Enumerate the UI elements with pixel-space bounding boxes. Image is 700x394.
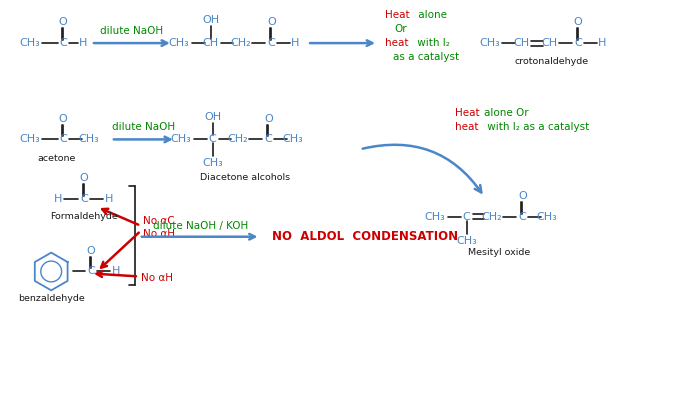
Text: O: O <box>80 173 88 183</box>
Text: with I₂ as a catalyst: with I₂ as a catalyst <box>484 121 589 132</box>
Text: CH₃: CH₃ <box>78 134 99 145</box>
Text: H: H <box>54 194 62 204</box>
Text: CH₃: CH₃ <box>202 158 223 168</box>
Text: CH: CH <box>513 38 529 48</box>
Text: CH₂: CH₂ <box>230 38 251 48</box>
Text: O: O <box>264 113 273 124</box>
Text: O: O <box>59 17 67 27</box>
Text: H: H <box>112 266 120 277</box>
Text: heat: heat <box>385 38 408 48</box>
Text: CH₃: CH₃ <box>170 134 191 145</box>
Text: crotonaldehyde: crotonaldehyde <box>514 58 588 67</box>
Text: No αH: No αH <box>141 273 173 283</box>
Text: O: O <box>87 245 95 256</box>
Text: CH₂: CH₂ <box>481 212 502 222</box>
Text: CH₃: CH₃ <box>19 134 40 145</box>
Text: CH: CH <box>202 38 218 48</box>
Text: H: H <box>291 38 300 48</box>
Text: C: C <box>60 134 67 145</box>
Text: O: O <box>574 17 582 27</box>
Text: CH₃: CH₃ <box>283 134 304 145</box>
Text: dilute NaOH: dilute NaOH <box>112 123 176 132</box>
Text: CH₃: CH₃ <box>537 212 558 222</box>
Text: O: O <box>518 191 526 201</box>
Text: acetone: acetone <box>37 154 76 163</box>
Text: dilute NaOH / KOH: dilute NaOH / KOH <box>153 221 248 231</box>
Text: as a catalyst: as a catalyst <box>393 52 459 62</box>
Text: alone Or: alone Or <box>484 108 529 117</box>
Text: CH₂: CH₂ <box>227 134 248 145</box>
Text: dilute NaOH: dilute NaOH <box>100 26 163 36</box>
Text: Heat: Heat <box>454 108 480 117</box>
Text: O: O <box>267 17 276 27</box>
Text: H: H <box>105 194 113 204</box>
Text: Diacetone alcohols: Diacetone alcohols <box>200 173 290 182</box>
Text: Or: Or <box>395 24 407 34</box>
Text: OH: OH <box>202 15 219 25</box>
Text: C: C <box>267 38 275 48</box>
Text: CH₃: CH₃ <box>424 212 445 222</box>
Text: benzaldehyde: benzaldehyde <box>18 294 85 303</box>
Text: NO  ALDOL  CONDENSATION: NO ALDOL CONDENSATION <box>272 230 458 243</box>
Text: C: C <box>88 266 95 277</box>
Text: C: C <box>519 212 526 222</box>
Text: CH₃: CH₃ <box>456 236 477 246</box>
Text: H: H <box>598 38 606 48</box>
Text: Mesityl oxide: Mesityl oxide <box>468 248 531 257</box>
Text: alone: alone <box>414 10 447 20</box>
Text: C: C <box>209 134 216 145</box>
Text: C: C <box>80 194 88 204</box>
Text: C: C <box>265 134 272 145</box>
Text: C: C <box>60 38 67 48</box>
Text: C: C <box>574 38 582 48</box>
Text: CH₃: CH₃ <box>168 38 189 48</box>
Text: Heat: Heat <box>385 10 410 20</box>
Text: CH: CH <box>541 38 557 48</box>
Text: heat: heat <box>454 121 478 132</box>
Text: H: H <box>79 38 88 48</box>
Text: C: C <box>463 212 470 222</box>
Text: No αH: No αH <box>143 229 175 239</box>
Text: with I₂: with I₂ <box>414 38 449 48</box>
Text: CH₃: CH₃ <box>479 38 500 48</box>
Text: Formaldehyde: Formaldehyde <box>50 212 118 221</box>
Text: No αC: No αC <box>143 216 174 226</box>
Text: O: O <box>59 113 67 124</box>
Text: OH: OH <box>204 112 221 122</box>
Text: CH₃: CH₃ <box>19 38 40 48</box>
